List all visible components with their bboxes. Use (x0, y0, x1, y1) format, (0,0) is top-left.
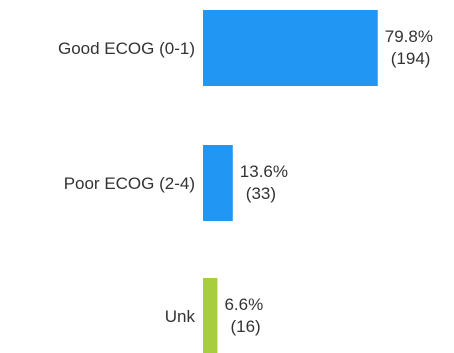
count-label-0: (194) (391, 49, 431, 68)
category-label-2: Unk (165, 307, 196, 326)
count-label-2: (16) (230, 317, 260, 336)
bar-0 (203, 10, 378, 86)
count-label-1: (33) (246, 184, 276, 203)
value-label-1: 13.6% (240, 162, 288, 181)
category-label-1: Poor ECOG (2-4) (64, 174, 195, 193)
bar-1 (203, 145, 233, 221)
bars-group (203, 10, 378, 353)
value-label-2: 6.6% (224, 295, 263, 314)
bar-2 (203, 278, 218, 353)
value-label-0: 79.8% (385, 27, 433, 46)
category-label-0: Good ECOG (0-1) (58, 39, 195, 58)
labels-group: Good ECOG (0-1) 79.8% (194) Poor ECOG (2-4)… (58, 27, 433, 336)
